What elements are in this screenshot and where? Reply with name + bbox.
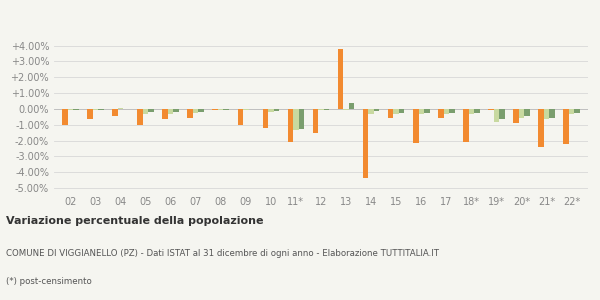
Bar: [137, 109, 143, 125]
Bar: [463, 109, 469, 142]
Bar: [238, 109, 243, 125]
Bar: [394, 109, 399, 114]
Bar: [399, 109, 404, 113]
Text: (*) post-censimento: (*) post-censimento: [6, 277, 92, 286]
Bar: [299, 109, 304, 129]
Bar: [287, 109, 293, 142]
Bar: [212, 109, 218, 110]
Bar: [474, 109, 479, 113]
Bar: [569, 109, 574, 114]
Bar: [368, 109, 374, 114]
Bar: [424, 109, 430, 113]
Bar: [62, 109, 68, 125]
Bar: [274, 109, 279, 111]
Bar: [143, 109, 148, 114]
Bar: [173, 109, 179, 112]
Bar: [550, 109, 555, 118]
Bar: [513, 109, 519, 123]
Bar: [438, 109, 443, 118]
Bar: [318, 109, 324, 110]
Bar: [293, 109, 299, 130]
Bar: [118, 108, 123, 109]
Bar: [168, 109, 173, 114]
Bar: [544, 109, 550, 119]
Bar: [563, 109, 569, 144]
Bar: [374, 109, 379, 111]
Bar: [494, 109, 499, 122]
Bar: [199, 109, 204, 112]
Bar: [413, 109, 419, 143]
Bar: [443, 109, 449, 114]
Bar: [218, 109, 223, 110]
Text: COMUNE DI VIGGIANELLO (PZ) - Dati ISTAT al 31 dicembre di ogni anno - Elaborazio: COMUNE DI VIGGIANELLO (PZ) - Dati ISTAT …: [6, 250, 439, 259]
Bar: [524, 109, 530, 116]
Bar: [363, 109, 368, 178]
Bar: [148, 109, 154, 112]
Bar: [469, 109, 474, 114]
Bar: [187, 109, 193, 118]
Bar: [324, 109, 329, 110]
Text: Variazione percentuale della popolazione: Variazione percentuale della popolazione: [6, 215, 263, 226]
Bar: [68, 109, 73, 110]
Bar: [163, 109, 168, 119]
Bar: [449, 109, 455, 113]
Bar: [499, 109, 505, 119]
Bar: [574, 109, 580, 113]
Bar: [112, 109, 118, 116]
Bar: [349, 103, 355, 109]
Bar: [419, 109, 424, 114]
Bar: [263, 109, 268, 128]
Bar: [519, 109, 524, 118]
Bar: [193, 109, 199, 113]
Bar: [388, 109, 394, 118]
Bar: [268, 109, 274, 112]
Bar: [488, 109, 494, 110]
Bar: [313, 109, 318, 134]
Bar: [538, 109, 544, 147]
Bar: [338, 50, 343, 109]
Bar: [87, 109, 92, 119]
